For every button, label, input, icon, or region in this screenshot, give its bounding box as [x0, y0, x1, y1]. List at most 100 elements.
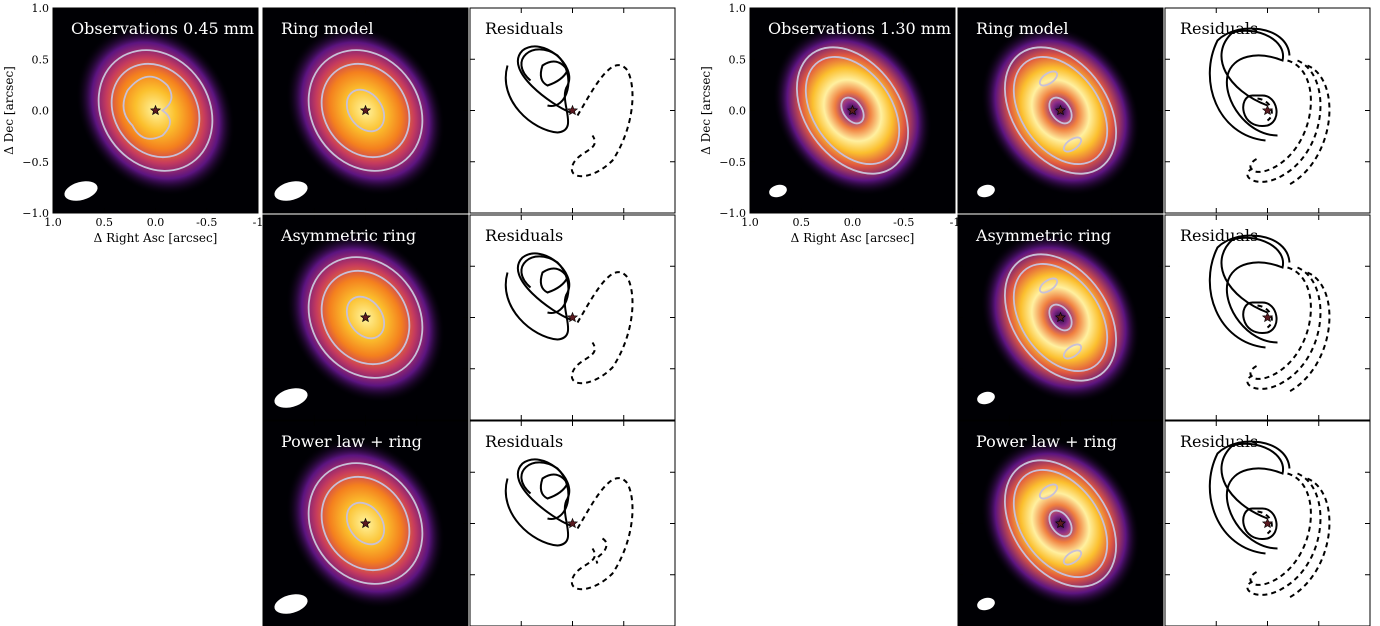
star-marker — [1261, 517, 1274, 529]
star-marker — [1054, 104, 1067, 116]
axis-ticks — [263, 8, 468, 213]
model-panel-obs130-2-title: Power law + ring — [976, 432, 1117, 451]
star-marker — [846, 104, 859, 116]
beam-ellipse — [64, 181, 98, 201]
model-panel-obs045-0-title: Ring model — [281, 19, 373, 38]
xtick-label: 0.5 — [96, 216, 114, 229]
axis-ticks — [470, 8, 675, 213]
residual-contours — [1208, 440, 1331, 600]
xtick-label: -0.5 — [893, 216, 914, 229]
residual-panel-obs045-1: Residuals — [469, 214, 676, 421]
intensity-contours — [796, 46, 909, 175]
star-marker — [566, 104, 579, 116]
ytick-label: 0.5 — [32, 53, 50, 66]
obs-axis-labels-obs045: 1.0 0.5 0.0 -0.5 -1 1.0 0.5 0.0 −0.5 −1.0 Δ Right … — [2, 2, 263, 245]
axis-ticks — [958, 215, 1163, 420]
residual-contours — [1208, 27, 1331, 187]
model-panel-obs045-0: Ring model — [262, 7, 469, 214]
xtick-label: -1 — [253, 216, 264, 229]
star-marker — [359, 517, 372, 529]
residual-panel-obs130-0: Residuals — [1164, 7, 1371, 214]
xtick-label: -0.5 — [196, 216, 217, 229]
model-panel-obs130-0: Ring model — [957, 7, 1164, 214]
ytick-label: 0.5 — [729, 53, 747, 66]
residual-panel-obs130-2: Residuals — [1164, 420, 1371, 626]
star-marker — [566, 311, 579, 323]
beam-ellipse — [977, 597, 995, 611]
star-marker — [1054, 517, 1067, 529]
residual-panel-obs045-1-title: Residuals — [485, 226, 563, 245]
observation-panel-obs045-title: Observations 0.45 mm — [71, 19, 254, 38]
intensity-contours — [1004, 253, 1117, 382]
observation-panel-obs130-title: Observations 1.30 mm — [768, 19, 951, 38]
star-marker — [149, 104, 162, 116]
xtick-label: 1.0 — [44, 216, 62, 229]
model-panel-obs130-1: Asymmetric ring — [957, 214, 1164, 421]
residual-panel-obs045-2-title: Residuals — [485, 432, 563, 451]
ytick-label: −0.5 — [719, 156, 746, 169]
axis-ticks — [470, 215, 675, 420]
observation-panel-obs130: Observations 1.30 mm — [749, 7, 956, 214]
axis-ticks — [958, 421, 1163, 626]
ytick-label: 0.0 — [32, 105, 50, 118]
axis-ticks — [750, 8, 955, 213]
y-axis-label: Δ Dec [arcsec] — [2, 66, 16, 155]
model-panel-obs045-1-title: Asymmetric ring — [280, 226, 416, 245]
residual-panel-obs130-0-title: Residuals — [1180, 19, 1258, 38]
intensity-contours — [307, 49, 424, 172]
ytick-label: 0.0 — [729, 105, 747, 118]
star-marker — [359, 311, 372, 323]
axis-ticks — [1165, 421, 1370, 626]
star-marker — [359, 104, 372, 116]
ytick-label: −1.0 — [719, 207, 746, 220]
model-panel-obs045-2: Power law + ring — [262, 420, 469, 626]
model-panel-obs045-2-title: Power law + ring — [281, 432, 422, 451]
residual-panel-obs045-0-title: Residuals — [485, 19, 563, 38]
model-panel-obs130-0-title: Ring model — [976, 19, 1068, 38]
model-panel-obs045-1: Asymmetric ring — [262, 214, 469, 421]
ytick-label: −1.0 — [22, 207, 49, 220]
xtick-label: 0.5 — [793, 216, 811, 229]
xtick-label: -1 — [950, 216, 961, 229]
axis-ticks — [1165, 215, 1370, 420]
xtick-label: 0.0 — [147, 216, 165, 229]
residual-panel-obs130-2-title: Residuals — [1180, 432, 1258, 451]
model-panel-obs130-2: Power law + ring — [957, 420, 1164, 626]
residual-contours — [1208, 234, 1331, 394]
axis-ticks — [53, 8, 258, 213]
ytick-label: 1.0 — [32, 2, 50, 15]
xtick-label: 0.0 — [844, 216, 862, 229]
observation-panel-obs045: Observations 0.45 mm — [52, 7, 259, 214]
x-axis-label: Δ Right Asc [arcsec] — [94, 231, 218, 245]
x-axis-label: Δ Right Asc [arcsec] — [791, 231, 915, 245]
xtick-label: 1.0 — [741, 216, 759, 229]
residual-panel-obs130-1-title: Residuals — [1180, 226, 1258, 245]
star-marker — [1054, 311, 1067, 323]
residual-contours — [504, 45, 634, 178]
intensity-contours — [307, 462, 424, 585]
beam-ellipse — [977, 391, 995, 405]
ytick-label: 1.0 — [729, 2, 747, 15]
axis-ticks — [263, 421, 468, 626]
beam-ellipse — [977, 184, 995, 198]
intensity-contours — [97, 49, 214, 172]
residual-panel-obs045-0: Residuals — [469, 7, 676, 214]
axis-ticks — [1165, 8, 1370, 213]
intensity-contours — [307, 256, 424, 379]
residual-contours — [504, 458, 634, 591]
residual-panel-obs045-2: Residuals — [469, 420, 676, 626]
y-axis-label: Δ Dec [arcsec] — [699, 66, 713, 155]
model-panel-obs130-1-title: Asymmetric ring — [975, 226, 1111, 245]
axis-ticks — [958, 8, 1163, 213]
beam-ellipse — [274, 594, 308, 614]
ytick-label: −0.5 — [22, 156, 49, 169]
star-marker — [566, 517, 579, 529]
residual-contours — [504, 252, 634, 385]
star-marker — [1261, 311, 1274, 323]
intensity-contours — [1004, 46, 1117, 175]
residual-panel-obs130-1: Residuals — [1164, 214, 1371, 421]
beam-ellipse — [274, 388, 308, 408]
axis-ticks — [263, 215, 468, 420]
beam-ellipse — [769, 184, 787, 198]
